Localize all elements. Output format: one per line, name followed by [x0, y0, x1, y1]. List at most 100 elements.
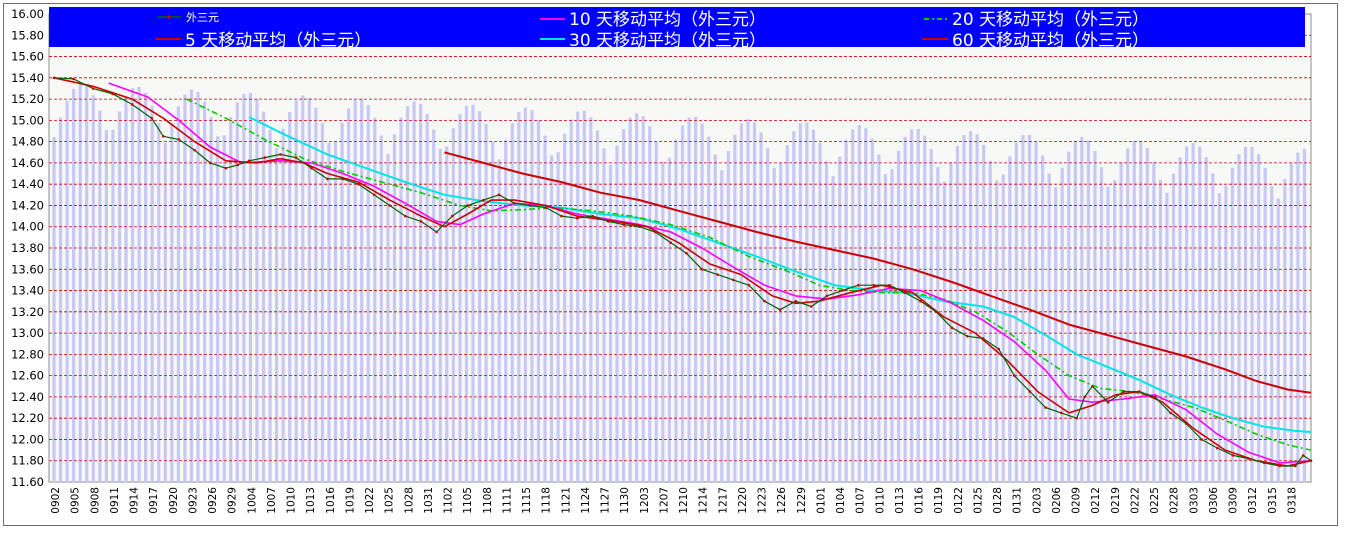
legend-label-ma20: 20 天移动平均（外三元）	[952, 10, 1149, 30]
volume-bar	[949, 162, 953, 482]
x-tick-label: 0212	[1090, 487, 1102, 514]
price-point	[1231, 454, 1235, 457]
volume-bar	[890, 168, 894, 482]
volume-bar	[569, 119, 573, 482]
volume-bar	[1257, 154, 1261, 482]
volume-bar	[163, 142, 167, 482]
volume-bar	[726, 151, 730, 482]
x-tick-label: 1028	[403, 487, 415, 514]
y-tick-label: 14.20	[11, 198, 44, 212]
x-tick-label: 1220	[737, 487, 749, 514]
y-tick-label: 13.40	[11, 284, 44, 298]
price-point	[575, 216, 579, 220]
y-tick-label: 15.60	[11, 50, 44, 64]
price-point	[825, 294, 829, 298]
volume-bar	[58, 117, 63, 482]
volume-bar	[281, 128, 285, 483]
volume-bar	[844, 140, 848, 482]
volume-bar	[838, 156, 842, 482]
volume-bar	[170, 123, 174, 483]
legend-label-ma60: 60 天移动平均（外三元）	[952, 31, 1149, 51]
volume-bar	[936, 167, 940, 482]
price-point	[1247, 457, 1250, 460]
price-point	[841, 289, 844, 292]
volume-bar	[510, 123, 514, 482]
price-point	[778, 308, 782, 312]
price-point	[669, 241, 673, 244]
volume-bar	[955, 146, 960, 482]
x-tick-label: 1124	[580, 487, 592, 514]
x-tick-label: 1013	[305, 487, 317, 514]
series-line-ma10	[108, 82, 1312, 464]
x-tick-label: 0219	[1110, 487, 1122, 514]
y-tick-label: 13.80	[11, 241, 44, 255]
x-tick-label: 1108	[482, 487, 494, 514]
volume-bar	[700, 123, 704, 483]
volume-bar	[1204, 157, 1208, 483]
volume-bar	[340, 122, 344, 483]
volume-bar	[1047, 173, 1051, 482]
x-tick-label: 0914	[129, 487, 141, 514]
volume-bar	[1185, 146, 1189, 482]
x-tick-label: 1229	[796, 487, 808, 514]
legend-item-ma20: 20 天移动平均（外三元）	[924, 10, 1149, 30]
price-point	[1301, 454, 1305, 457]
volume-bar	[530, 110, 534, 483]
volume-bar	[464, 105, 469, 483]
legend-box	[49, 7, 1305, 47]
volume-bar	[851, 129, 855, 482]
x-tick-label: 0128	[992, 487, 1004, 514]
volume-bar	[857, 125, 861, 482]
volume-bar	[373, 117, 377, 482]
volume-bar	[491, 141, 495, 483]
x-tick-label: 0318	[1286, 487, 1298, 514]
price-point	[1294, 464, 1297, 468]
legend-item-ma10: 10 天移动平均（外三元）	[540, 10, 766, 30]
volume-bar	[1060, 167, 1064, 482]
volume-bar	[595, 130, 599, 483]
volume-bar	[504, 139, 508, 482]
legend: 外三元 10 天移动平均（外三元） 20 天移动平均（外三元） 5 天移动平均（…	[49, 7, 1305, 51]
price-point	[224, 166, 228, 170]
volume-bar	[1001, 174, 1005, 483]
volume-bar	[733, 134, 737, 482]
volume-bar	[235, 102, 239, 483]
price-point	[435, 230, 438, 234]
volume-bar	[183, 94, 187, 483]
price-point	[177, 138, 181, 141]
price-point	[1059, 411, 1063, 415]
volume-bar	[1126, 148, 1130, 482]
volume-bar	[1191, 142, 1195, 482]
volume-bar	[1276, 198, 1280, 482]
volume-bar	[222, 135, 226, 483]
price-point	[150, 116, 153, 120]
x-tick-label: 0923	[187, 487, 199, 514]
volume-bar	[536, 120, 541, 483]
volume-bar	[242, 94, 246, 483]
legend-item-price: 外三元	[157, 11, 219, 24]
x-tick-label: 0119	[933, 487, 945, 514]
volume-bar	[910, 129, 914, 482]
volume-bar	[1119, 162, 1123, 482]
volume-bar	[216, 136, 220, 482]
x-tick-label: 0908	[89, 487, 101, 514]
volume-bar	[995, 180, 999, 482]
volume-bar	[739, 123, 744, 482]
price-point	[1309, 459, 1313, 463]
x-tick-label: 1010	[286, 487, 298, 514]
y-tick-label: 14.80	[11, 135, 44, 149]
x-tick-label: 0905	[70, 487, 82, 514]
price-point	[903, 291, 907, 295]
volume-bar	[1093, 150, 1097, 482]
volume-bar	[268, 129, 272, 482]
price-point	[162, 135, 165, 138]
x-tick-label: 1118	[541, 487, 553, 514]
volume-bar	[477, 111, 482, 482]
volume-bar	[1224, 185, 1228, 483]
volume-bar	[419, 104, 423, 482]
volume-bar	[196, 91, 200, 482]
x-tick-label: 1223	[757, 487, 769, 514]
price-point	[872, 283, 876, 287]
volume-bar	[347, 108, 351, 483]
volume-bar	[693, 116, 698, 482]
